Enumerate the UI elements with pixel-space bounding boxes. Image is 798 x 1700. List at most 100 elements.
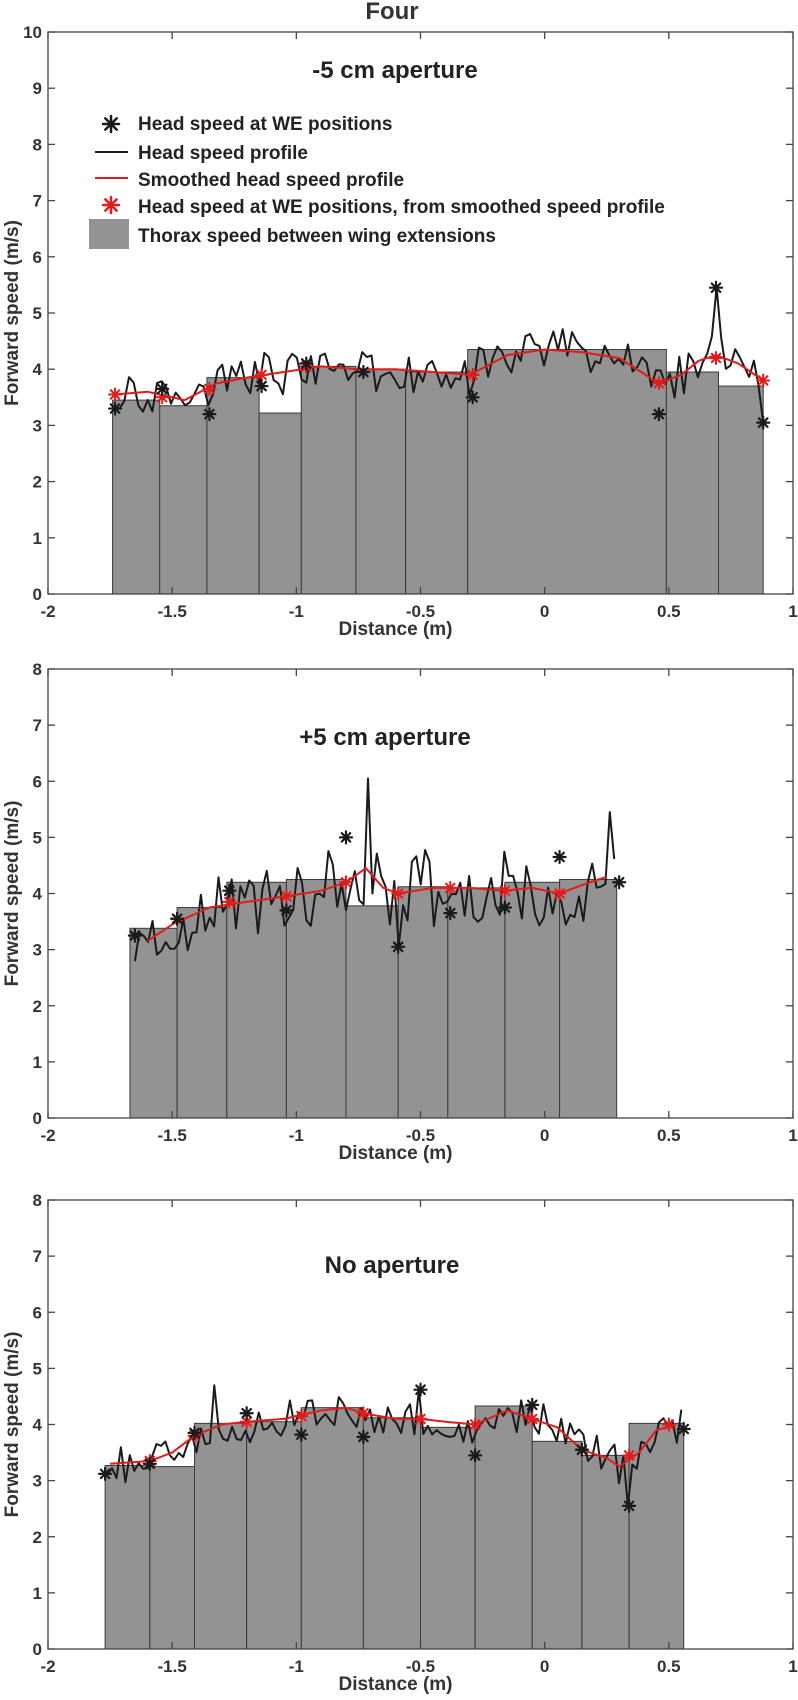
head-we-marker-1 bbox=[155, 381, 170, 396]
ytick-label-1: 1 bbox=[33, 1053, 42, 1072]
x-axis-label: Distance (m) bbox=[338, 619, 452, 640]
head-we-marker-2-stroke bbox=[223, 885, 235, 897]
smoothed-we-marker-9 bbox=[622, 1448, 637, 1463]
legend-item-smoothed-profile: Smoothed head speed profile bbox=[95, 170, 404, 191]
thorax-bar-4 bbox=[300, 365, 357, 595]
xtick-label-6: 1 bbox=[788, 1126, 797, 1145]
smoothed-we-marker-2-stroke bbox=[241, 1416, 252, 1427]
thorax-bar-5 bbox=[362, 1417, 421, 1650]
head-we-marker-1 bbox=[170, 911, 185, 926]
head-we-marker-5-stroke bbox=[358, 1431, 369, 1443]
thorax-bar-7 bbox=[504, 881, 561, 1119]
y-axis-label: Forward speed (m/s) bbox=[2, 801, 23, 987]
thorax-bar-4 bbox=[345, 905, 399, 1119]
legend-item-thorax: Thorax speed between wing extensions bbox=[89, 219, 496, 249]
ytick-label-8: 8 bbox=[33, 135, 42, 154]
thorax-bar-6 bbox=[420, 1426, 476, 1650]
head-we-marker-0 bbox=[127, 928, 143, 943]
xtick-label-0: -2 bbox=[40, 1126, 55, 1145]
head-we-marker-11-stroke bbox=[678, 1423, 690, 1435]
chart-panel-minus5: 0 1 2 3 4 5 6 7 8 9 10 -2 -1.5 -1 -0.5 0 0.5 1 Distance (m… bbox=[2, 23, 798, 640]
ytick-label-0: 0 bbox=[33, 585, 42, 604]
head-we-marker-5 bbox=[356, 1429, 371, 1444]
head-we-marker-8 bbox=[552, 849, 567, 865]
thorax-bar-8 bbox=[665, 371, 719, 595]
smoothed-we-marker-6 bbox=[468, 1417, 483, 1432]
thorax-bar-9 bbox=[718, 385, 764, 595]
head-we-marker-5-stroke bbox=[392, 941, 404, 953]
ytick-label-0: 0 bbox=[33, 1109, 42, 1128]
head-we-marker-4-stroke bbox=[295, 1429, 307, 1440]
xtick-label-2: -1 bbox=[289, 1126, 304, 1145]
xtick-label-4: 0 bbox=[540, 1126, 549, 1145]
ytick-label-4: 4 bbox=[33, 360, 43, 379]
xtick-label-6: 1 bbox=[788, 602, 797, 621]
xtick-label-2: -1 bbox=[289, 1657, 304, 1676]
head-we-marker-1 bbox=[142, 1456, 157, 1471]
tick-group: 0 1 2 3 4 5 6 7 8 9 10 -2 -1.5 -1 -0.5 0 0.5 1 bbox=[23, 23, 798, 621]
smoothed-we-marker-5-stroke bbox=[445, 882, 456, 894]
head-we-marker-7 bbox=[468, 1448, 483, 1463]
head-we-marker-5-stroke bbox=[358, 366, 369, 378]
legend-item-head-we: Head speed at WE positions bbox=[101, 114, 392, 135]
smoothed-we-marker-7 bbox=[651, 376, 666, 391]
ytick-label-10: 10 bbox=[23, 23, 42, 42]
head-we-marker-2-stroke bbox=[189, 1427, 200, 1439]
ytick-label-5: 5 bbox=[33, 304, 42, 323]
head-we-marker-4-stroke bbox=[340, 832, 352, 843]
smoothed-we-marker-5-stroke bbox=[415, 1413, 426, 1425]
smoothed-we-marker-1-stroke bbox=[224, 896, 235, 908]
x-axis-label: Distance (m) bbox=[338, 1143, 452, 1164]
head-we-marker-4 bbox=[299, 356, 314, 371]
legend-red-asterisk-stroke bbox=[104, 198, 118, 212]
head-we-marker-9 bbox=[756, 415, 771, 430]
thorax-bar-6 bbox=[405, 371, 469, 595]
thorax-bar-1 bbox=[149, 1466, 196, 1650]
legend-label-smoothed-profile: Smoothed head speed profile bbox=[138, 170, 404, 191]
legend-black-asterisk bbox=[101, 114, 121, 134]
smoothed-we-marker-4 bbox=[356, 1406, 371, 1421]
smoothed-we-marker-6 bbox=[497, 883, 512, 898]
xtick-label-1: -1.5 bbox=[158, 602, 187, 621]
head-we-marker-9-stroke bbox=[576, 1444, 588, 1456]
head-we-marker-0-stroke bbox=[129, 930, 141, 941]
head-we-marker-8-stroke bbox=[554, 851, 565, 863]
panel-title: +5 cm aperture bbox=[299, 724, 470, 751]
thorax-bar-3 bbox=[285, 878, 347, 1119]
head-we-marker-8-stroke bbox=[526, 1399, 538, 1411]
smoothed-we-marker-0-stroke bbox=[109, 389, 121, 400]
smoothed-we-marker-2 bbox=[279, 889, 294, 904]
ytick-label-4: 4 bbox=[33, 885, 43, 904]
ytick-label-1: 1 bbox=[33, 1584, 42, 1603]
y-axis-label: Forward speed (m/s) bbox=[2, 220, 23, 406]
xtick-label-5: 0.5 bbox=[657, 1126, 681, 1145]
smoothed-we-marker-9 bbox=[756, 373, 771, 388]
head-we-marker-0-stroke bbox=[99, 1468, 111, 1480]
head-we-marker-3-stroke bbox=[281, 904, 292, 916]
head-we-marker-8 bbox=[525, 1397, 540, 1412]
legend-label-head-we: Head speed at WE positions bbox=[138, 114, 392, 135]
thorax-bars bbox=[104, 1405, 685, 1650]
xtick-label-4: 0 bbox=[540, 1657, 549, 1676]
legend-symbol-black-asterisk bbox=[101, 114, 121, 134]
xtick-label-6: 1 bbox=[788, 1657, 797, 1676]
head-we-marker-4-stroke bbox=[300, 358, 312, 369]
smoothed-we-marker-4-stroke bbox=[358, 1408, 369, 1419]
smoothed-we-marker-7-stroke bbox=[527, 1413, 538, 1425]
ytick-label-7: 7 bbox=[33, 1247, 42, 1266]
smoothed-we-marker-2-stroke bbox=[204, 383, 215, 395]
ytick-label-3: 3 bbox=[33, 416, 42, 435]
ytick-label-9: 9 bbox=[33, 79, 42, 98]
head-speed-profile-line bbox=[106, 1384, 683, 1507]
head-we-marker-1-stroke bbox=[156, 383, 168, 395]
smoothed-we-marker-7 bbox=[525, 1411, 540, 1426]
legend-symbol-gray-patch bbox=[89, 219, 129, 249]
head-we-marker-3-stroke bbox=[241, 1407, 253, 1419]
panel-title: No aperture bbox=[325, 1252, 460, 1279]
smoothed-we-marker-1 bbox=[222, 894, 237, 909]
xtick-label-0: -2 bbox=[40, 602, 55, 621]
smoothed-we-marker-7-stroke bbox=[653, 378, 665, 389]
head-we-marker-7-stroke bbox=[469, 1450, 481, 1461]
smoothed-we-marker-9-stroke bbox=[757, 375, 769, 386]
